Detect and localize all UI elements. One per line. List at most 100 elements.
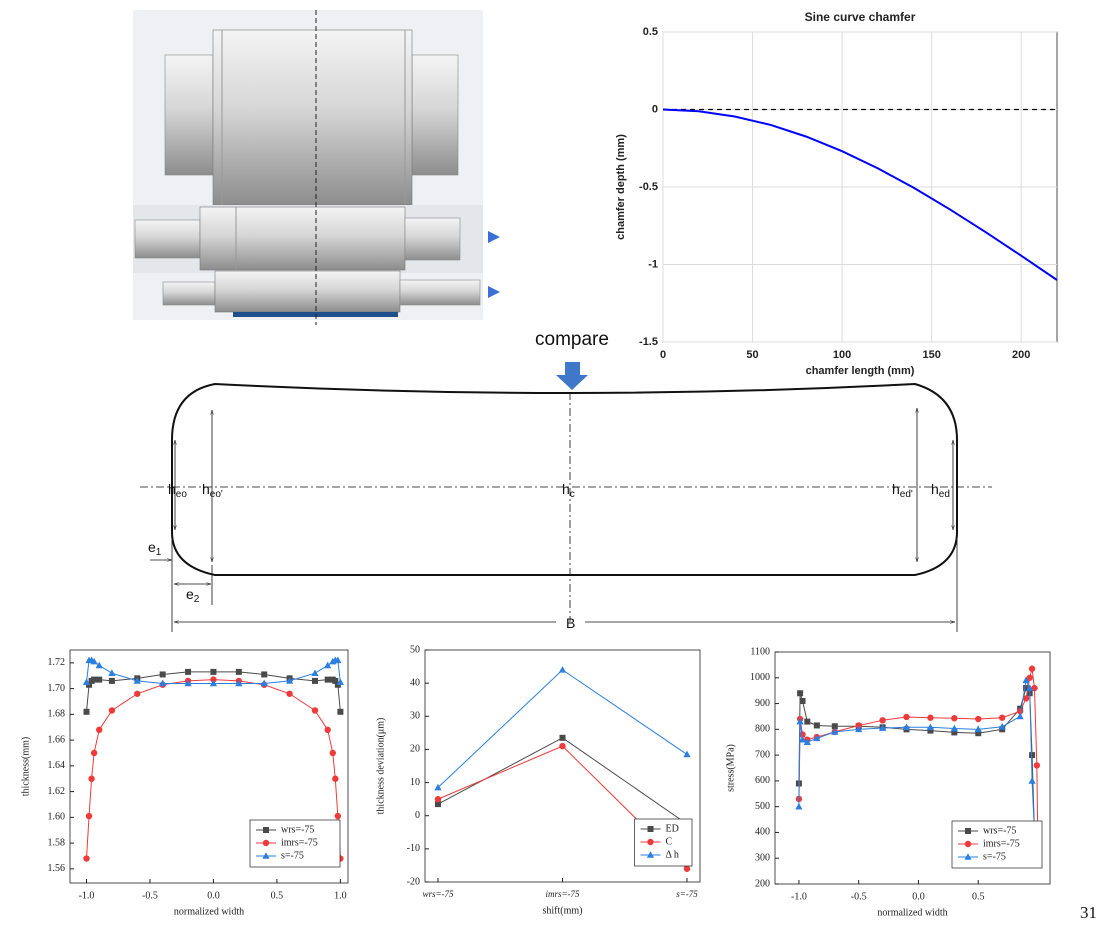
- marker: [82, 678, 91, 685]
- dimension-label: heo': [202, 481, 223, 500]
- marker: [647, 838, 654, 846]
- x-tick-label: -0.5: [851, 891, 867, 902]
- y-tick-label: 0: [652, 103, 658, 115]
- marker: [311, 669, 319, 676]
- y-tick-label: 50: [410, 644, 420, 655]
- marker: [975, 715, 982, 723]
- plot-frame: [69, 649, 349, 884]
- marker: [90, 657, 98, 665]
- y-tick-label: 600: [755, 775, 770, 786]
- marker: [559, 734, 566, 741]
- y-tick-label: 1.56: [48, 863, 66, 874]
- y-axis-label: stress(MPa): [725, 744, 736, 792]
- marker: [803, 738, 811, 746]
- y-tick-label: 900: [755, 698, 770, 709]
- legend-label: s=-75: [983, 851, 1006, 862]
- strip-diagram: [140, 382, 992, 632]
- y-tick-label: 1.72: [48, 657, 66, 668]
- marker: [974, 725, 982, 733]
- y-tick-label: 300: [755, 853, 770, 864]
- marker: [83, 708, 90, 715]
- x-tick-label: s=-75: [676, 889, 698, 899]
- x-tick-label: 1.0: [334, 890, 347, 901]
- data-line: [437, 737, 688, 825]
- marker: [262, 839, 270, 847]
- y-tick-label: -1.5: [639, 336, 658, 348]
- marker: [184, 679, 192, 687]
- label-main: B: [566, 615, 575, 631]
- dimension-label: e1: [148, 539, 162, 558]
- page-number: 31: [1080, 903, 1097, 922]
- y-tick-label: 1.70: [48, 683, 66, 694]
- y-tick-label: -1: [648, 258, 658, 270]
- marker: [324, 661, 332, 669]
- marker: [332, 775, 339, 782]
- marker: [795, 802, 803, 810]
- label-subscript: 2: [194, 594, 200, 605]
- marker: [799, 697, 806, 704]
- marker: [159, 679, 167, 687]
- marker: [134, 690, 141, 697]
- marker: [831, 723, 838, 730]
- y-axis-label: thickness(mm): [20, 737, 31, 796]
- dimension-label: hed: [931, 481, 950, 500]
- marker: [185, 668, 192, 675]
- marker: [286, 677, 294, 684]
- x-axis-label: shift(mm): [543, 905, 583, 916]
- marker: [235, 668, 242, 675]
- marker: [209, 679, 218, 687]
- marker: [1016, 712, 1024, 720]
- y-tick-label: -10: [407, 843, 420, 854]
- marker: [964, 853, 972, 860]
- label-subscript: 1: [156, 547, 162, 558]
- marker: [434, 795, 442, 803]
- marker: [559, 742, 566, 750]
- label-subscript: c: [570, 489, 575, 500]
- marker: [797, 690, 804, 697]
- marker: [927, 727, 934, 734]
- x-tick-label: 150: [922, 349, 940, 361]
- y-tick-label: 1000: [750, 672, 770, 683]
- marker: [965, 828, 971, 834]
- marker: [210, 676, 217, 683]
- marker: [434, 783, 442, 791]
- chart: 200 300 400 500 600 700 800 900 1000 1100 -1.0 -0.5…: [725, 646, 1051, 918]
- marker: [329, 749, 336, 757]
- x-tick-label: 0.5: [972, 891, 985, 902]
- marker: [332, 677, 339, 684]
- marker: [879, 717, 886, 724]
- y-tick-label: 1.60: [48, 812, 66, 823]
- marker: [90, 749, 98, 757]
- y-tick-label: 1.64: [48, 760, 66, 771]
- marker: [108, 669, 116, 676]
- marker: [683, 750, 691, 758]
- chart: -1.5 -1 -0.5 0 0.5 0 50 100 150 200 Sine curve cha…: [615, 10, 1058, 377]
- marker: [336, 678, 344, 685]
- marker: [950, 724, 958, 732]
- plot-frame: [774, 651, 1051, 885]
- marker: [647, 826, 654, 832]
- marker: [683, 865, 691, 872]
- marker: [903, 713, 910, 721]
- x-tick-label: 0.5: [271, 890, 284, 901]
- marker: [324, 726, 331, 734]
- label-main: h: [892, 481, 900, 497]
- marker: [159, 671, 166, 678]
- legend-label: imrs=-75: [983, 838, 1020, 849]
- marker: [1031, 684, 1038, 692]
- legend-label: wrs=-75: [983, 825, 1016, 836]
- marker: [813, 734, 821, 742]
- x-tick-label: 0.0: [207, 890, 220, 901]
- compare-label: compare: [535, 329, 609, 350]
- marker: [337, 708, 344, 715]
- legend-label: s=-75: [281, 850, 304, 861]
- x-axis-label: normalized width: [877, 907, 947, 918]
- marker: [951, 729, 958, 736]
- y-tick-label: 1100: [750, 646, 770, 657]
- marker: [558, 666, 567, 673]
- x-tick-label: 0.0: [912, 891, 925, 902]
- marker: [83, 855, 90, 862]
- marker: [311, 677, 318, 684]
